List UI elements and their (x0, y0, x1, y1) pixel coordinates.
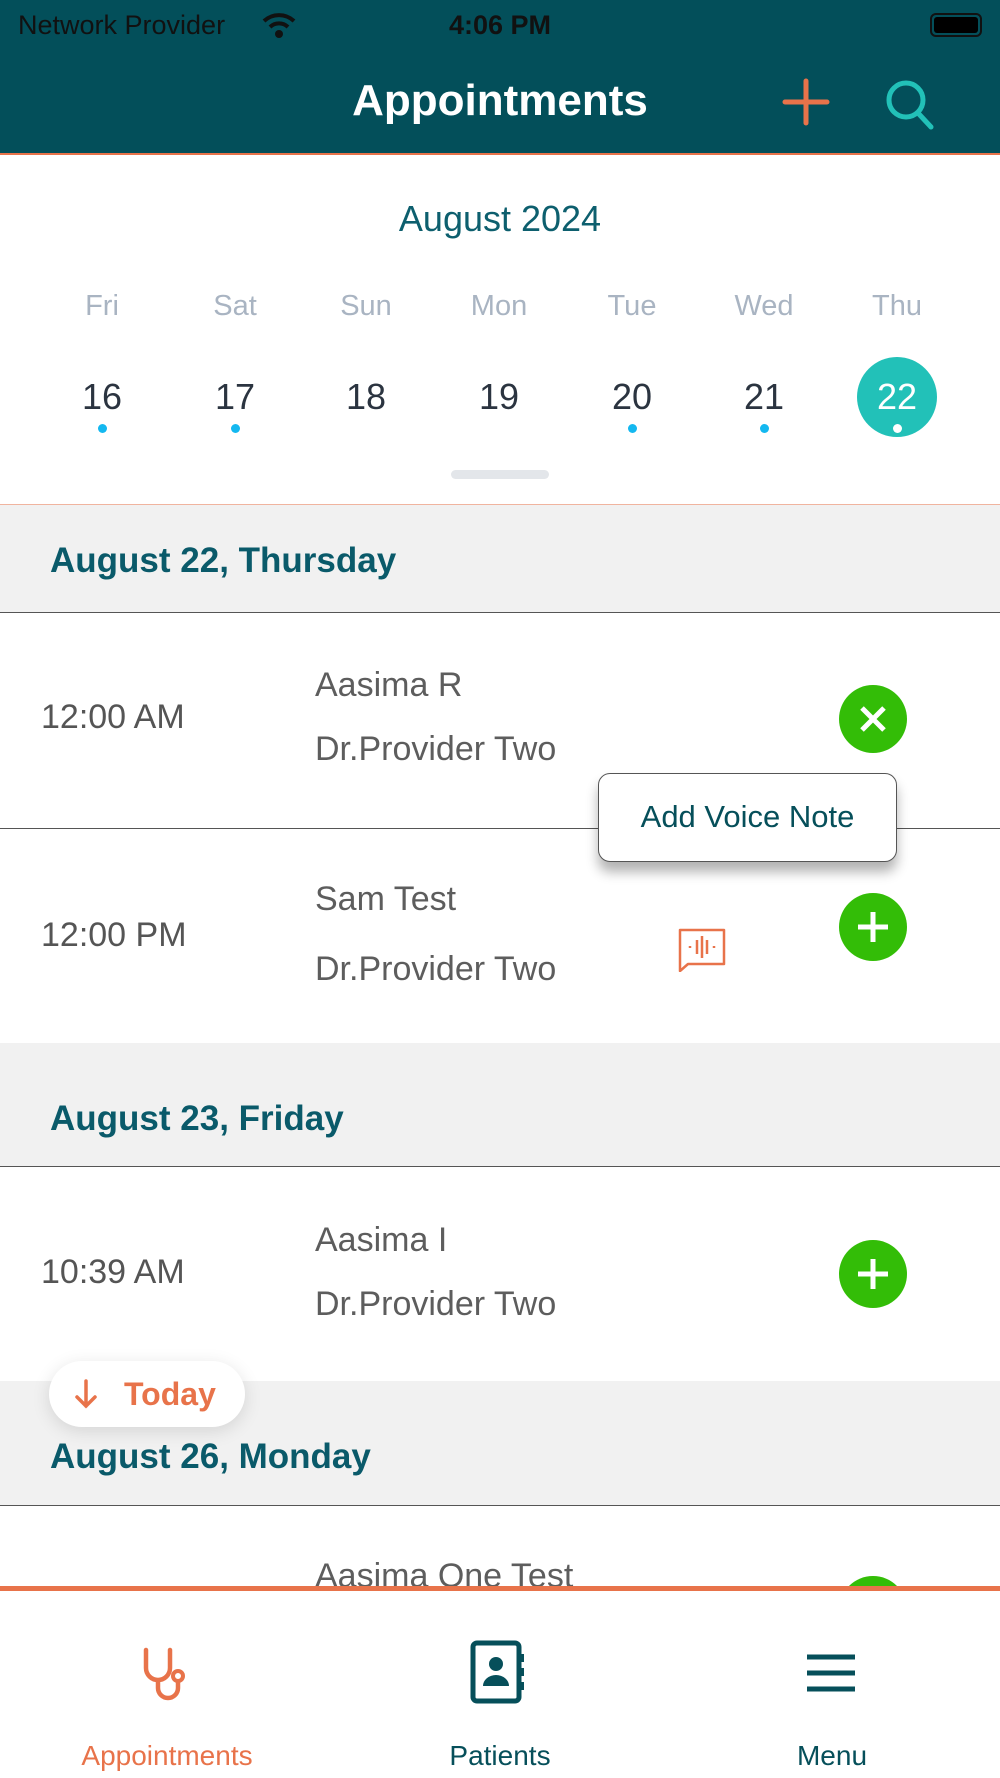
weekday-label: Mon (470, 290, 528, 322)
hamburger-menu-icon (807, 1654, 855, 1692)
day-16[interactable]: 16 (81, 376, 123, 417)
weekday-label: Sun (340, 290, 392, 322)
contacts-book-icon (470, 1640, 524, 1704)
appointment-indicator-dot (97, 424, 107, 433)
appointment-time: 12:00 PM (41, 916, 187, 954)
appointment-indicator-dot (759, 424, 769, 433)
appointment-row[interactable]: Aasima One Test (0, 1507, 1000, 1589)
appointment-time: 10:39 AM (41, 1253, 185, 1291)
patient-name: Aasima One Test (315, 1557, 574, 1589)
section-header: August 22, Thursday (0, 505, 1000, 613)
calendar-month: August 2024 (398, 198, 602, 239)
add-voice-note-tooltip[interactable]: Add Voice Note (598, 773, 897, 862)
divider (0, 504, 1000, 505)
tab-label: Patients (449, 1740, 551, 1771)
weekday-label: Wed (734, 290, 794, 322)
appointment-indicator-dot (627, 424, 637, 433)
page-title: Appointments (352, 76, 648, 125)
patient-name: Aasima I (315, 1221, 448, 1259)
appointment-indicator-dot (230, 424, 240, 433)
close-circle-button[interactable] (839, 685, 907, 753)
patient-name: Aasima R (315, 666, 463, 704)
weekday-label: Sat (213, 290, 257, 322)
carrier-label: Network Provider (18, 10, 226, 40)
day-22[interactable]: 22 (857, 357, 937, 437)
arrow-down-icon (75, 1379, 97, 1409)
appointment-row[interactable]: 10:39 AM Aasima I Dr.Provider Two (0, 1167, 1000, 1381)
section-title: August 26, Monday (50, 1437, 371, 1476)
section-header: August 23, Friday (0, 1043, 1000, 1167)
patient-name: Sam Test (315, 880, 457, 918)
day-20[interactable]: 20 (611, 376, 653, 417)
provider-name: Dr.Provider Two (315, 950, 557, 988)
status-time: 4:06 PM (448, 10, 552, 40)
today-label: Today (124, 1376, 216, 1412)
jump-to-today-button[interactable]: Today (49, 1361, 245, 1427)
top-bar: Network Provider 4:06 PM Appointments (0, 0, 1000, 155)
search-button[interactable] (884, 78, 936, 130)
tab-label: Appointments (81, 1740, 253, 1771)
provider-name: Dr.Provider Two (315, 1285, 557, 1323)
tab-appointments[interactable]: Appointments (0, 1590, 333, 1778)
battery-icon (930, 13, 982, 37)
day-17[interactable]: 17 (214, 376, 256, 417)
day-18[interactable]: 18 (345, 376, 387, 417)
tab-patients[interactable]: Patients (333, 1590, 667, 1778)
provider-name: Dr.Provider Two (315, 730, 557, 768)
add-circle-button[interactable] (839, 893, 907, 961)
tab-label: Menu (796, 1740, 868, 1771)
tab-menu[interactable]: Menu (667, 1590, 1000, 1778)
weekday-label: Thu (872, 290, 922, 322)
day-19[interactable]: 19 (478, 376, 520, 417)
weekday-label: Fri (85, 290, 119, 322)
wifi-icon (262, 13, 296, 38)
weekday-label: Tue (607, 290, 657, 322)
section-title: August 23, Friday (50, 1099, 344, 1138)
calendar-expand-handle[interactable] (451, 470, 549, 479)
appointment-row[interactable]: 12:00 PM Sam Test Dr.Provider Two (0, 830, 1000, 1043)
section-title: August 22, Thursday (50, 541, 397, 580)
voice-note-icon[interactable] (678, 928, 726, 972)
appointment-indicator-dot (892, 424, 902, 433)
add-circle-button[interactable] (839, 1240, 907, 1308)
stethoscope-icon (143, 1647, 185, 1701)
appointment-time: 12:00 AM (41, 698, 185, 736)
day-21[interactable]: 21 (743, 376, 785, 417)
add-appointment-button[interactable] (782, 78, 830, 126)
